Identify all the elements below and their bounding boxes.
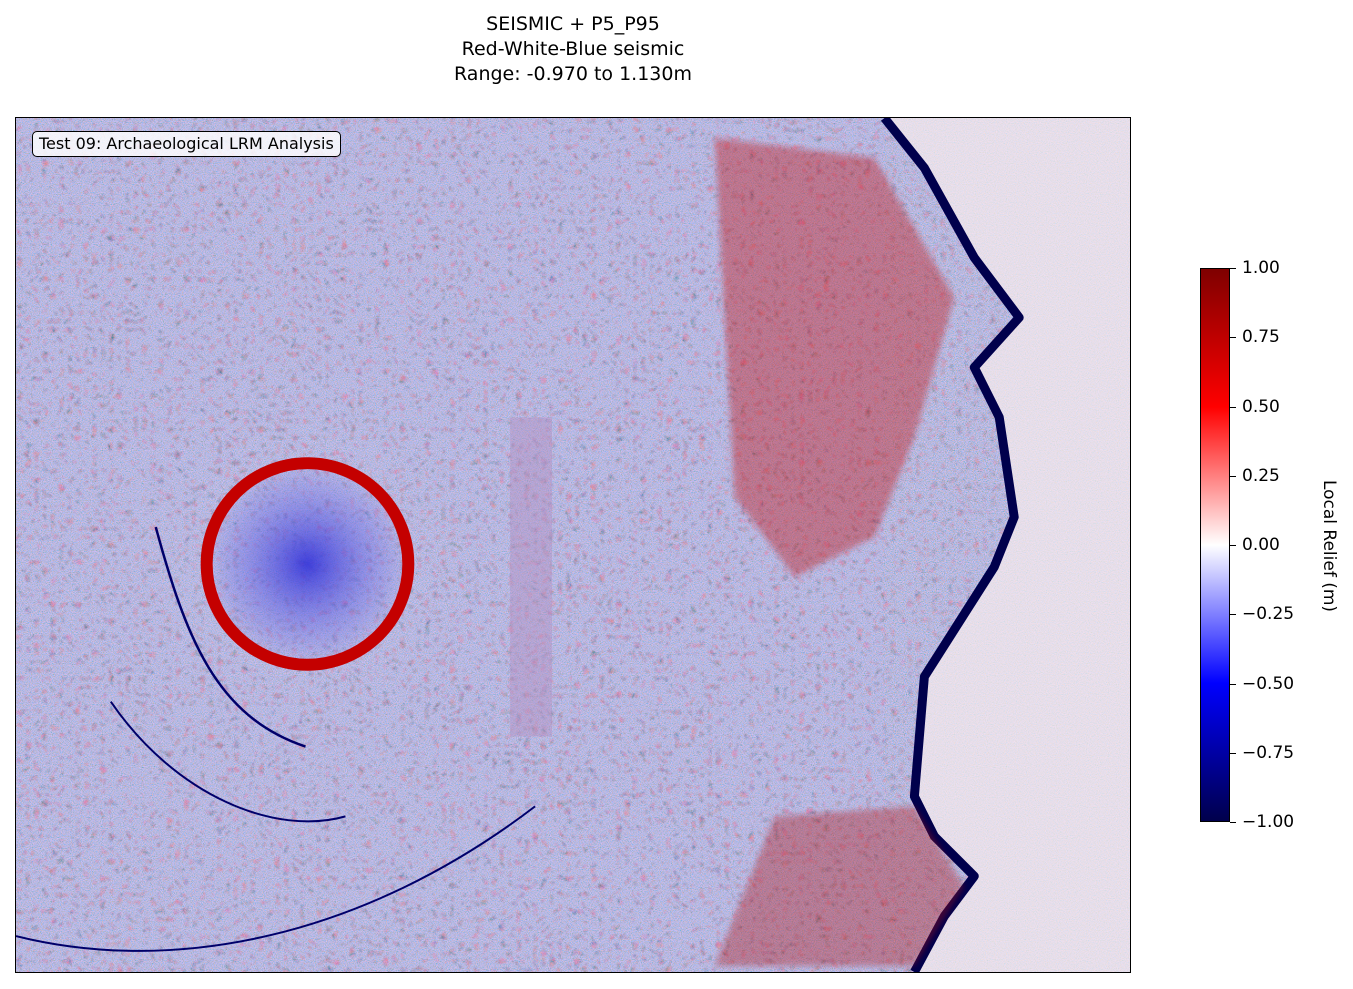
chart-title: SEISMIC + P5_P95 Red-White-Blue seismic … xyxy=(0,12,1146,87)
title-line-1: SEISMIC + P5_P95 xyxy=(486,13,660,35)
colorbar-label: Local Relief (m) xyxy=(1319,479,1339,613)
colorbar-tick-mark xyxy=(1230,337,1236,339)
colorbar-tick-label: −0.75 xyxy=(1242,742,1295,763)
colorbar-tick-label: 1.00 xyxy=(1242,258,1280,278)
colorbar-tick-mark xyxy=(1230,475,1236,477)
colorbar-tick-label: 0.50 xyxy=(1242,396,1280,417)
title-line-2: Red-White-Blue seismic xyxy=(461,38,685,60)
colorbar xyxy=(1200,268,1230,822)
colorbar-tick-label: 0.00 xyxy=(1242,535,1280,555)
colorbar-tick-label: −0.50 xyxy=(1242,673,1295,694)
annotation-label: Test 09: Archaeological LRM Analysis xyxy=(32,131,341,157)
colorbar-tick-mark xyxy=(1230,752,1236,754)
colorbar-tick-label: −0.25 xyxy=(1242,604,1295,625)
colorbar-tick-mark xyxy=(1230,822,1236,823)
colorbar-tick-label: 0.75 xyxy=(1242,327,1280,348)
colorbar-tick-mark xyxy=(1230,614,1236,616)
colorbar-tick-label: 0.25 xyxy=(1242,465,1280,486)
relief-raster xyxy=(16,118,1130,972)
colorbar-tick-label: −1.00 xyxy=(1242,812,1295,832)
colorbar-tick-mark xyxy=(1230,545,1236,546)
colorbar-tick-mark xyxy=(1230,406,1236,408)
title-line-3: Range: -0.970 to 1.130m xyxy=(454,63,692,85)
colorbar-tick-mark xyxy=(1230,683,1236,685)
colorbar-tick-mark xyxy=(1230,268,1236,269)
relief-heatmap xyxy=(15,117,1131,973)
